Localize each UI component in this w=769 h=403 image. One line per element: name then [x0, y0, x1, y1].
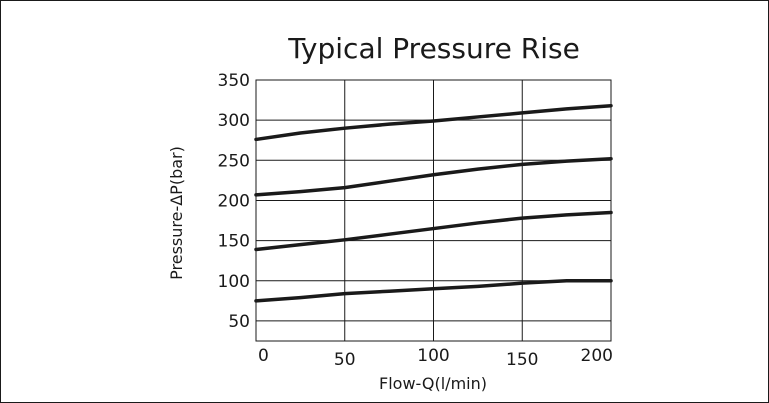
y-tick-label: 50: [228, 312, 250, 332]
series-line-3: [254, 210, 613, 252]
x-tick-label: 200: [581, 346, 613, 366]
y-tick-label: 350: [218, 71, 250, 91]
x-tick-label: 100: [417, 346, 449, 366]
y-tick-labels: 350 300 250 200 150 100 50: [218, 71, 250, 332]
y-tick-label: 300: [218, 111, 250, 131]
x-tick-label: 0: [258, 346, 269, 366]
x-tick-label: 150: [506, 350, 538, 370]
series-line-4: [254, 279, 613, 303]
series-line-1: [254, 103, 613, 142]
y-axis-label: Pressure-ΔP(bar): [167, 146, 186, 280]
y-tick-label: 250: [218, 151, 250, 171]
chart-title: Typical Pressure Rise: [287, 32, 580, 65]
x-tick-label: 50: [334, 350, 356, 370]
x-axis-label: Flow-Q(l/min): [379, 374, 487, 393]
series-line-2: [254, 156, 613, 197]
x-tick-labels: 0 50 100 150 200: [258, 346, 613, 370]
grid: [255, 79, 612, 342]
y-tick-label: 100: [218, 272, 250, 292]
y-tick-label: 150: [218, 232, 250, 252]
y-tick-label: 200: [218, 191, 250, 211]
series-group: [254, 103, 613, 303]
